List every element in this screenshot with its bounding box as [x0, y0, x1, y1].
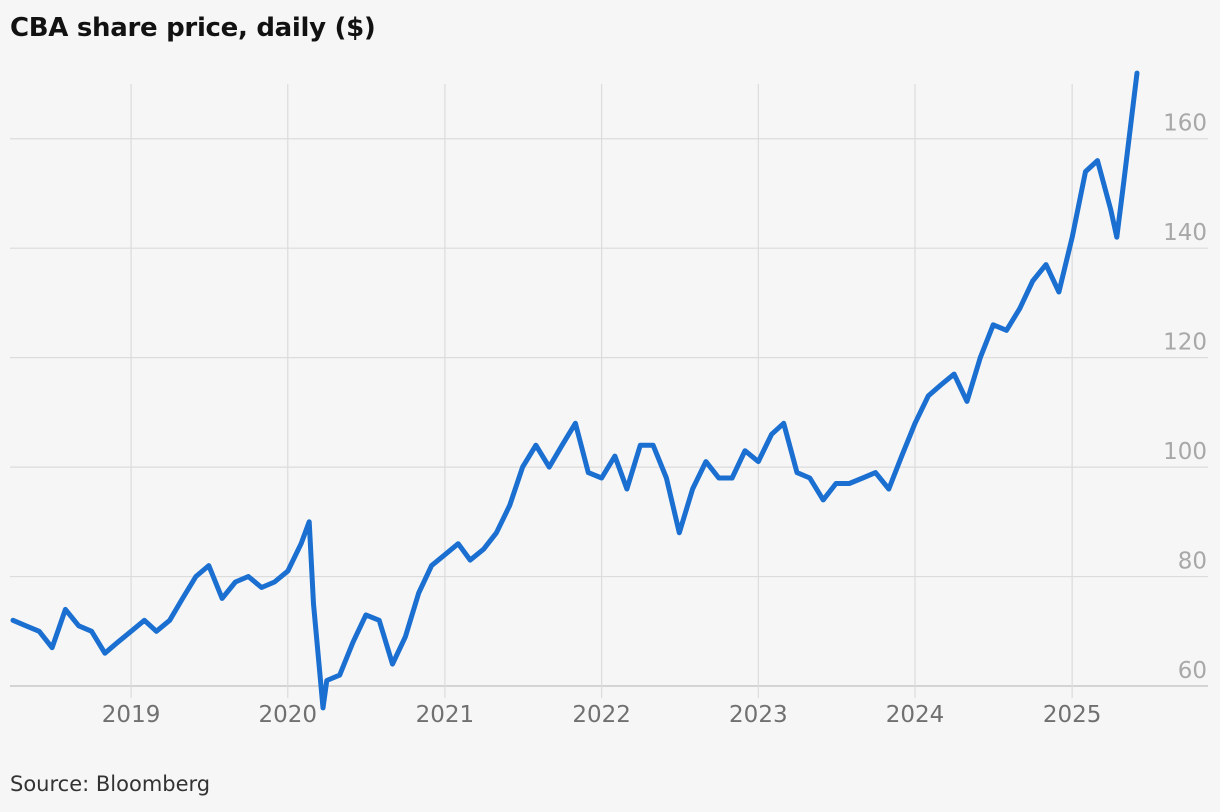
y-tick-label: 160 [1163, 111, 1207, 137]
x-tick-label: 2024 [886, 702, 945, 728]
x-tick-label: 2022 [572, 702, 631, 728]
x-tick-label: 2021 [416, 702, 475, 728]
chart-title: CBA share price, daily ($) [10, 13, 376, 43]
source-note: Source: Bloomberg [10, 772, 211, 796]
x-axis-ticks: 2019 2020 2021 2022 2023 2024 2025 [102, 702, 1102, 728]
y-tick-label: 120 [1163, 330, 1207, 356]
y-tick-label: 140 [1163, 220, 1207, 246]
y-tick-label: 80 [1178, 549, 1207, 575]
y-axis-ticks: 60 80 100 120 140 160 [1163, 111, 1207, 684]
price-line [10, 70, 1140, 711]
x-tick-label: 2019 [102, 702, 161, 728]
x-tick-label: 2023 [729, 702, 788, 728]
gridlines [10, 84, 1208, 698]
y-tick-label: 100 [1163, 439, 1207, 465]
x-tick-label: 2020 [259, 702, 318, 728]
x-tick-label: 2025 [1043, 702, 1102, 728]
y-tick-label: 60 [1178, 658, 1207, 684]
